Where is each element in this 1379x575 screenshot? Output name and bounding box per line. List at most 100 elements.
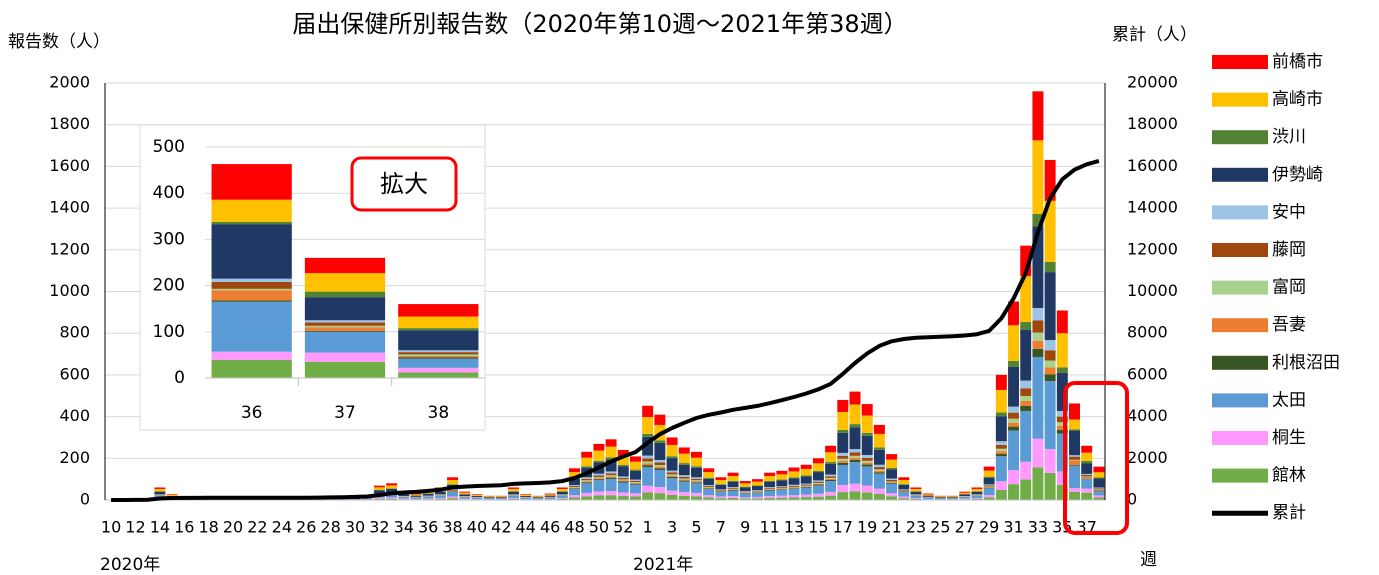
bar-segment (447, 489, 459, 491)
bar-segment (654, 440, 666, 443)
bar-segment (304, 257, 386, 274)
bar-segment (459, 498, 471, 500)
bar-segment (304, 320, 386, 323)
bar-segment (1008, 484, 1020, 500)
bar-segment (776, 487, 788, 489)
bar-segment (1044, 472, 1056, 500)
bar-segment (715, 489, 727, 491)
bar-segment (690, 483, 702, 493)
bar-segment (398, 330, 479, 351)
bar-segment (642, 467, 654, 486)
bar-segment (886, 493, 898, 497)
bar-segment (154, 488, 166, 492)
bar-segment (751, 481, 763, 486)
bar-segment (983, 477, 995, 485)
bar-segment (849, 459, 861, 463)
x-tick-label: 20 (223, 518, 243, 537)
x-tick-label: 10 (101, 518, 121, 537)
bar-segment (556, 491, 568, 495)
bar-segment (837, 452, 849, 456)
bar-segment (947, 496, 959, 498)
bar-segment (995, 416, 1007, 442)
bar-segment (666, 475, 678, 477)
bar-segment (727, 490, 739, 497)
y2-axis-label: 累計（人） (1112, 25, 1197, 45)
bar-segment (910, 498, 922, 499)
bar-segment (581, 480, 593, 482)
chart-title: 届出保健所別報告数（2020年第10週～2021年第38週） (292, 10, 907, 38)
bar-segment (800, 468, 812, 476)
bar-segment (605, 471, 617, 474)
bar-segment (1069, 464, 1080, 466)
bar-segment (873, 472, 885, 474)
bar-segment (349, 498, 361, 500)
legend-label: 前橋市 (1272, 52, 1323, 72)
bar-segment (1044, 350, 1056, 361)
bar-segment (1056, 410, 1068, 417)
bar-segment (849, 483, 861, 492)
legend-label: 桐生 (1272, 428, 1306, 448)
bar-segment (605, 495, 617, 500)
bar-segment (703, 472, 715, 478)
bar-segment (812, 496, 824, 500)
bar-segment (825, 479, 837, 482)
bar-segment (971, 491, 983, 495)
bar-segment (520, 494, 532, 496)
bar-segment (642, 433, 654, 437)
bar-segment (715, 477, 727, 480)
bar-segment (459, 497, 471, 499)
y2-tick-label: 16000 (1127, 156, 1178, 175)
bar-segment (398, 372, 479, 378)
bar-segment (898, 491, 910, 497)
bar-segment (1056, 425, 1068, 430)
bar-segment (544, 493, 556, 495)
bar-segment (898, 498, 910, 500)
bar-segment (764, 496, 776, 498)
bar-segment (666, 474, 678, 476)
bar-segment (837, 458, 849, 461)
bar-segment (849, 427, 861, 450)
bar-segment (861, 404, 873, 416)
bar-segment (1032, 332, 1044, 341)
legend-label: 利根沼田 (1272, 353, 1340, 373)
bar-segment (630, 493, 641, 497)
bar-segment (1032, 356, 1044, 439)
bar-segment (910, 491, 922, 495)
bar-segment (922, 493, 934, 495)
bar-segment (304, 331, 386, 353)
y-tick-label: 1400 (49, 198, 90, 217)
annotation-box (350, 156, 458, 212)
bar-segment (837, 460, 849, 463)
year-label: 2021年 (633, 555, 693, 575)
bar-segment (898, 484, 910, 485)
x-tick-label: 38 (428, 403, 450, 423)
bar-segment (812, 481, 824, 483)
bar-segment (211, 300, 292, 302)
bar-segment (666, 456, 678, 459)
bar-segment (642, 485, 654, 493)
bar-segment (727, 489, 739, 491)
bar-segment (678, 492, 690, 496)
bar-segment (398, 355, 479, 358)
bar-segment (703, 488, 715, 489)
y-tick-label: 200 (59, 448, 90, 467)
bar-segment (788, 486, 800, 488)
bar-segment (642, 436, 654, 456)
bar-segment (1044, 360, 1056, 368)
x-tick-label: 36 (418, 518, 438, 537)
bar-segment (910, 487, 922, 489)
bar-segment (800, 476, 812, 484)
bar-segment (166, 494, 178, 496)
y-tick-label: 1800 (49, 114, 90, 133)
bar-segment (654, 487, 666, 494)
bar-segment (1081, 488, 1093, 493)
y2-tick-label: 8000 (1127, 323, 1168, 342)
bar-segment (861, 432, 873, 436)
bar-segment (166, 494, 178, 495)
bar-segment (861, 435, 873, 455)
bar-segment (776, 489, 788, 496)
bar-segment (373, 490, 385, 494)
bar-segment (886, 482, 898, 484)
bar-segment (154, 487, 166, 489)
bar-segment (605, 439, 617, 447)
